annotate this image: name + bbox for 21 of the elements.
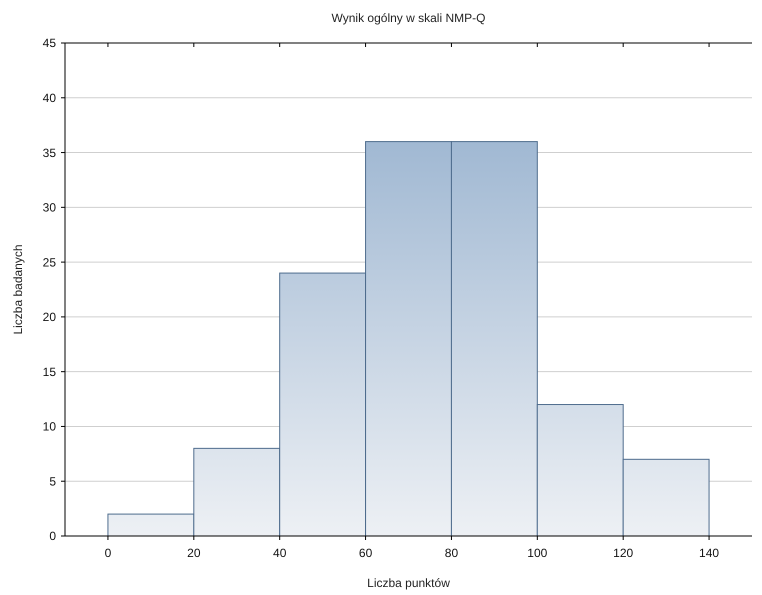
x-tick-label: 120 bbox=[613, 546, 634, 560]
y-tick-label: 20 bbox=[42, 310, 56, 324]
y-tick-label: 15 bbox=[42, 364, 56, 379]
y-tick-label: 35 bbox=[42, 146, 56, 160]
x-tick-label: 80 bbox=[444, 546, 458, 560]
y-tick-label: 0 bbox=[49, 529, 56, 544]
y-tick-label: 30 bbox=[42, 200, 56, 215]
y-tick-label: 25 bbox=[42, 255, 56, 270]
y-axis-title: Liczba badanych bbox=[11, 244, 25, 335]
x-tick-label: 0 bbox=[104, 546, 112, 560]
x-tick-label: 60 bbox=[358, 546, 373, 560]
y-tick-label: 10 bbox=[42, 420, 56, 434]
x-tick-label: 20 bbox=[187, 546, 201, 560]
x-axis-title: Liczba punktów bbox=[367, 576, 450, 590]
y-tick-label: 40 bbox=[42, 90, 56, 105]
y-tick-label: 45 bbox=[42, 36, 56, 50]
chart-title: Wynik ogólny w skali NMP-Q bbox=[332, 11, 486, 25]
y-tick-label: 5 bbox=[49, 474, 56, 488]
x-tick-label: 140 bbox=[699, 546, 720, 560]
x-tick-label: 100 bbox=[527, 546, 548, 560]
x-tick-label: 40 bbox=[273, 546, 287, 560]
